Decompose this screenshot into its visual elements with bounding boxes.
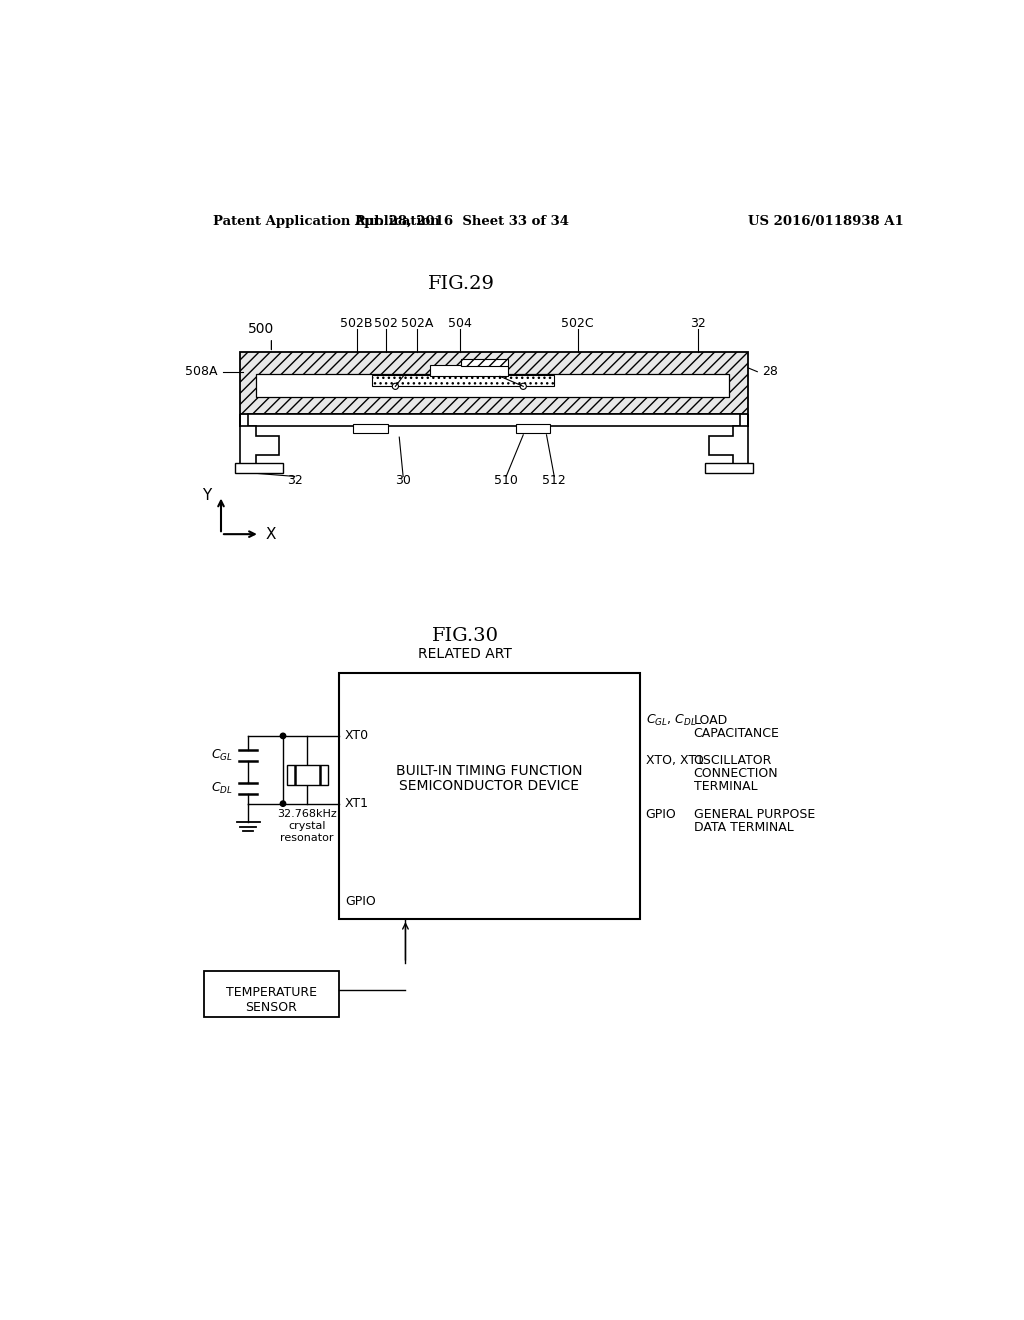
Text: OSCILLATOR: OSCILLATOR <box>693 754 772 767</box>
Circle shape <box>281 801 286 807</box>
Text: 32: 32 <box>287 474 302 487</box>
Circle shape <box>520 383 526 389</box>
Text: SEMICONDUCTOR DEVICE: SEMICONDUCTOR DEVICE <box>399 779 580 793</box>
Text: Y: Y <box>203 488 212 503</box>
Text: 508A: 508A <box>184 366 217 379</box>
Text: 504: 504 <box>447 317 472 330</box>
Text: X: X <box>266 527 276 541</box>
Text: DATA TERMINAL: DATA TERMINAL <box>693 821 794 834</box>
Text: $C_{DL}$: $C_{DL}$ <box>211 780 232 796</box>
Bar <box>204 970 339 1016</box>
Bar <box>241 352 748 414</box>
Text: GENERAL PURPOSE: GENERAL PURPOSE <box>693 808 815 821</box>
Text: Patent Application Publication: Patent Application Publication <box>213 215 440 228</box>
Text: US 2016/0118938 A1: US 2016/0118938 A1 <box>748 215 903 228</box>
Text: SENSOR: SENSOR <box>246 1001 297 1014</box>
Text: 502B: 502B <box>340 317 373 330</box>
Text: GPIO: GPIO <box>646 808 677 821</box>
Text: CAPACITANCE: CAPACITANCE <box>693 727 779 741</box>
Text: FIG.30: FIG.30 <box>432 627 499 644</box>
Bar <box>461 359 508 367</box>
Text: XT0: XT0 <box>345 730 369 742</box>
Text: FIG.29: FIG.29 <box>428 275 495 293</box>
Text: 32: 32 <box>690 317 706 330</box>
Text: LOAD: LOAD <box>693 714 728 727</box>
Text: Apr. 28, 2016  Sheet 33 of 34: Apr. 28, 2016 Sheet 33 of 34 <box>353 215 568 228</box>
Text: $C_{GL}$: $C_{GL}$ <box>211 747 232 763</box>
Text: GPIO: GPIO <box>345 895 376 908</box>
Text: XTO, XT1: XTO, XT1 <box>646 754 703 767</box>
Text: XT1: XT1 <box>345 797 369 810</box>
Text: 32.768kHz: 32.768kHz <box>278 809 337 820</box>
Text: 28: 28 <box>762 366 778 379</box>
Bar <box>256 374 729 397</box>
Bar <box>234 462 283 473</box>
Text: TEMPERATURE: TEMPERATURE <box>226 986 316 999</box>
Text: $C_{GL}$, $C_{DL}$: $C_{GL}$, $C_{DL}$ <box>646 713 696 729</box>
Text: resonator: resonator <box>281 833 334 842</box>
Bar <box>372 375 554 387</box>
Text: 502C: 502C <box>561 317 594 330</box>
Text: 510: 510 <box>495 474 518 487</box>
Text: 500: 500 <box>248 322 274 337</box>
Bar <box>515 424 550 433</box>
Circle shape <box>281 733 286 739</box>
Circle shape <box>392 383 398 389</box>
Polygon shape <box>710 414 748 466</box>
Bar <box>339 673 640 919</box>
Bar <box>248 414 740 426</box>
Text: 512: 512 <box>543 474 566 487</box>
Text: BUILT-IN TIMING FUNCTION: BUILT-IN TIMING FUNCTION <box>396 763 583 777</box>
Text: TERMINAL: TERMINAL <box>693 780 758 793</box>
Bar <box>430 364 508 376</box>
Text: crystal: crystal <box>289 821 326 832</box>
Text: RELATED ART: RELATED ART <box>418 647 512 660</box>
Bar <box>287 766 328 785</box>
Text: 502A: 502A <box>400 317 433 330</box>
Text: 30: 30 <box>395 474 411 487</box>
Bar <box>352 424 388 433</box>
Text: 502: 502 <box>374 317 398 330</box>
Bar <box>706 462 754 473</box>
Polygon shape <box>241 414 280 466</box>
Text: CONNECTION: CONNECTION <box>693 767 778 780</box>
